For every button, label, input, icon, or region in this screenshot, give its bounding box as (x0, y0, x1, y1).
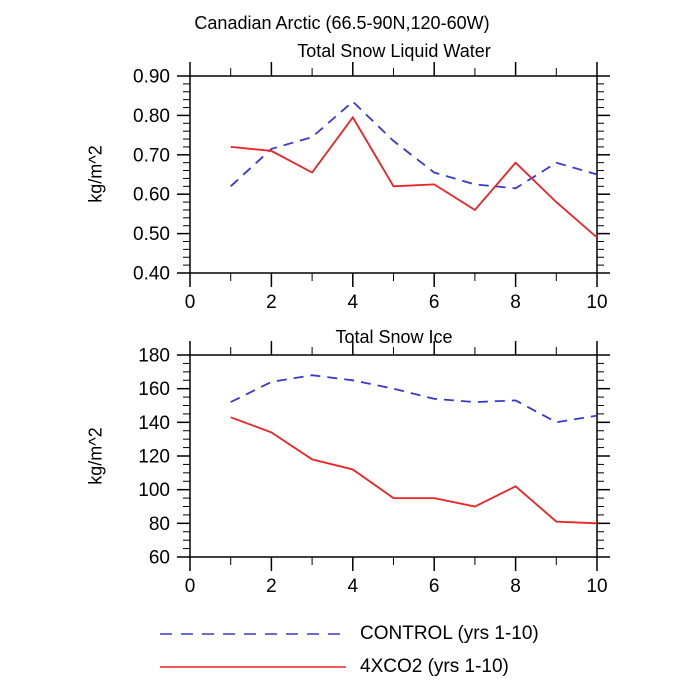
y-tick-label: 180 (138, 346, 170, 367)
y-tick-label: 0.40 (133, 264, 170, 285)
x-tick-label: 2 (266, 292, 277, 313)
series-line-control (230, 374, 598, 424)
y-tick-label: 100 (138, 480, 170, 501)
x-tick-label: 4 (348, 292, 359, 313)
legend-label-control: CONTROL (yrs 1-10) (360, 622, 539, 644)
x-tick-label: 0 (185, 292, 196, 313)
y-tick-label: 120 (138, 447, 170, 468)
x-tick-label: 8 (510, 576, 521, 597)
legend: CONTROL (yrs 1-10) 4XCO2 (yrs 1-10) (160, 617, 539, 683)
legend-item-control: CONTROL (yrs 1-10) (160, 617, 539, 650)
control-dashed-line-sample (160, 632, 346, 635)
y-tick-label: 0.80 (133, 106, 170, 127)
legend-label-4xco2: 4XCO2 (yrs 1-10) (360, 655, 509, 677)
y-tick-label: 80 (149, 514, 170, 535)
y-tick-label: 0.50 (133, 224, 170, 245)
chart-frame (189, 75, 598, 274)
x-tick-label: 2 (266, 576, 277, 597)
series-line-control (230, 100, 598, 190)
x-tick-label: 4 (348, 576, 359, 597)
co2-solid-line-sample (160, 665, 346, 668)
chart1-title: Total Snow Liquid Water (297, 41, 491, 61)
legend-item-4xco2: 4XCO2 (yrs 1-10) (160, 650, 539, 683)
y-tick-label: 0.70 (133, 145, 170, 166)
y-tick-label: 160 (138, 379, 170, 400)
x-tick-label: 8 (510, 292, 521, 313)
x-tick-label: 6 (429, 292, 440, 313)
series-line-4xco2 (230, 115, 598, 239)
y-tick-label: 0.90 (133, 67, 170, 88)
y-tick-label: 0.60 (133, 185, 170, 206)
chart2-title: Total Snow Ice (335, 327, 453, 347)
x-tick-label: 10 (586, 576, 607, 597)
series-line-4xco2 (230, 416, 598, 525)
figure-title: Canadian Arctic (66.5-90N,120-60W) (194, 13, 490, 33)
chart-frame (189, 354, 598, 558)
y-tick-label: 140 (138, 413, 170, 434)
y-tick-label: 60 (149, 548, 170, 569)
x-tick-label: 10 (586, 292, 607, 313)
x-tick-label: 0 (185, 576, 196, 597)
x-tick-label: 6 (429, 576, 440, 597)
